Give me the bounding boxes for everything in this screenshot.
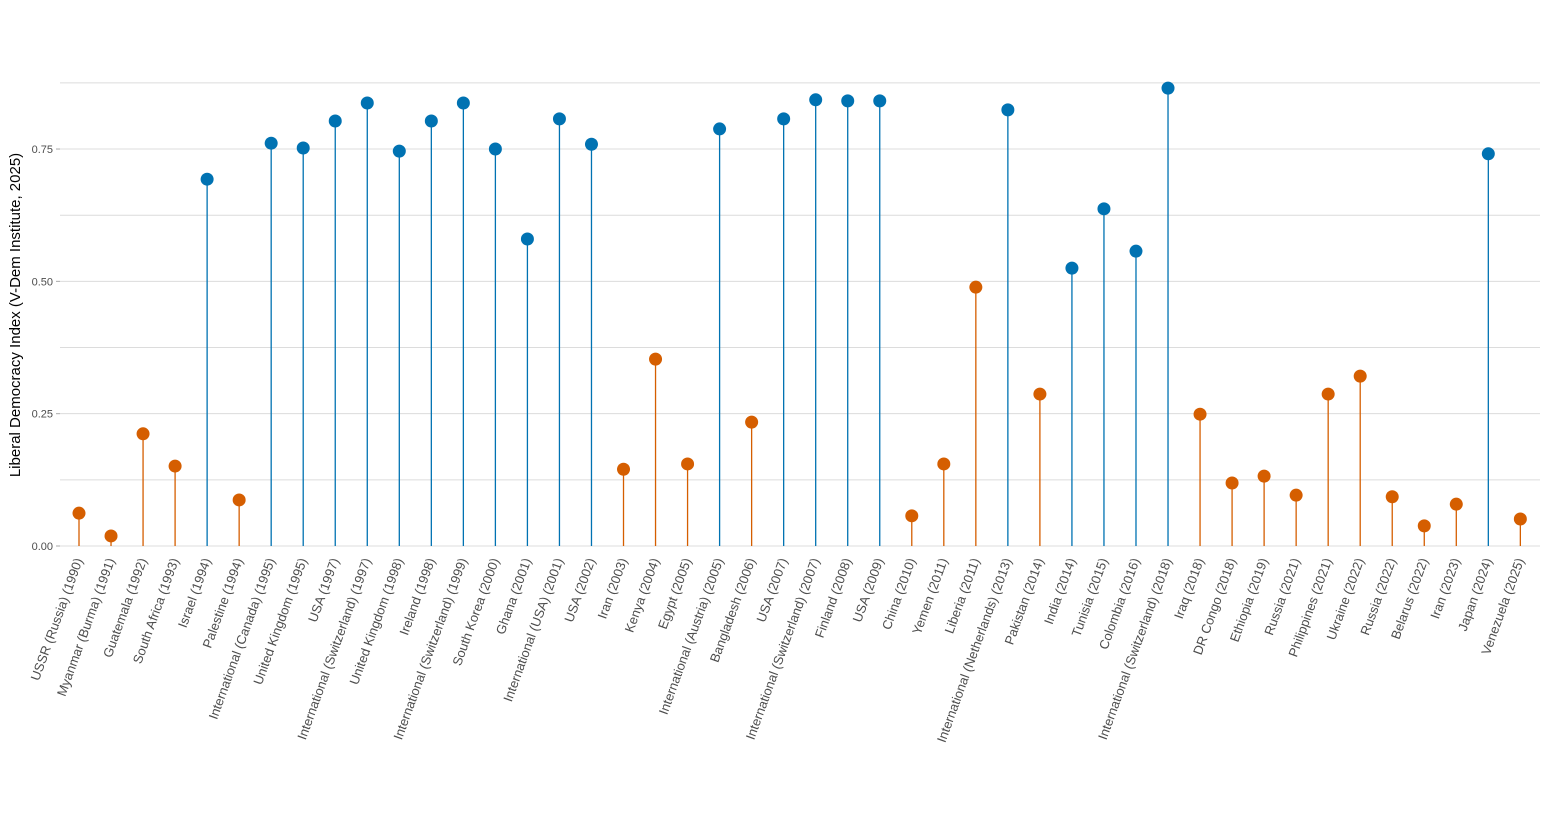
lollipop-point <box>873 94 887 108</box>
lollipop-point <box>1193 407 1207 421</box>
lollipop-point <box>1513 512 1527 526</box>
lollipop-point <box>584 137 598 151</box>
lollipop-point <box>1417 519 1431 533</box>
lollipop-point <box>969 280 983 294</box>
x-tick-label: Iraq (2018) <box>1171 556 1207 621</box>
lollipop-point <box>905 509 919 523</box>
lollipop-point <box>488 142 502 156</box>
lollipop-point <box>809 93 823 107</box>
lollipop-point <box>520 232 534 246</box>
lollipop-point <box>1321 387 1335 401</box>
y-axis: 0.00 0.25 0.50 0.75 <box>32 144 60 553</box>
lollipop-point <box>1385 490 1399 504</box>
x-tick-label: Iran (2003) <box>594 556 630 621</box>
x-tick-label: USA (1997) <box>305 556 342 624</box>
lollipop-point <box>1353 369 1367 383</box>
lollipop-point <box>745 415 759 429</box>
x-tick-label: International (Switzerland) (2007) <box>743 556 823 742</box>
x-tick-label: International (USA) (2001) <box>500 556 566 704</box>
y-tick-label: 0.25 <box>32 409 53 421</box>
y-axis-label: Liberal Democracy Index (V-Dem Institute… <box>7 153 24 477</box>
lollipop-point <box>1097 202 1111 216</box>
lollipop-point <box>552 112 566 126</box>
lollipop-point <box>649 352 663 366</box>
lollipop-point <box>1225 476 1239 490</box>
lollipop-point <box>1001 103 1015 117</box>
lollipop-point <box>296 141 310 155</box>
lollipop-point <box>937 457 951 471</box>
lollipop-point <box>1065 261 1079 275</box>
lollipop-point <box>200 172 214 186</box>
lollipop-point <box>713 122 727 136</box>
x-axis: USSR (Russia) (1990)Myanmar (Burma) (199… <box>27 556 1527 744</box>
lollipop-point <box>104 529 118 543</box>
gridlines <box>60 82 1540 547</box>
lollipop-point <box>392 144 406 158</box>
x-tick-label: USA (2007) <box>753 556 790 624</box>
lollipop-point <box>72 506 86 520</box>
lollipop-point <box>360 96 374 110</box>
lollipop-point <box>456 96 470 110</box>
y-tick-label: 0.75 <box>32 144 53 156</box>
lollipop-point <box>1161 81 1175 95</box>
x-tick-label: Iran (2023) <box>1427 556 1463 621</box>
y-tick-label: 0.50 <box>32 276 53 288</box>
x-tick-label: USA (2002) <box>561 556 598 624</box>
lollipop-point <box>264 136 278 150</box>
lollipop-point <box>1129 244 1143 258</box>
lollipop-point <box>1481 147 1495 161</box>
lollipop-marks <box>72 81 1527 546</box>
lollipop-point <box>1257 469 1271 483</box>
lollipop-point <box>168 459 182 473</box>
x-tick-label: India (2014) <box>1041 556 1079 626</box>
lollipop-point <box>681 457 695 471</box>
lollipop-point <box>424 114 438 128</box>
lollipop-point <box>232 493 246 507</box>
x-tick-label: International (Netherlands) (2013) <box>934 556 1015 744</box>
lollipop-point <box>136 427 150 441</box>
lollipop-point <box>328 114 342 128</box>
lollipop-point <box>617 462 631 476</box>
lollipop-point <box>841 94 855 108</box>
lollipop-point <box>1033 387 1047 401</box>
x-tick-label: USA (2009) <box>849 556 886 624</box>
lollipop-point <box>1449 497 1463 511</box>
lollipop-point <box>1289 488 1303 502</box>
y-tick-label: 0.00 <box>32 541 53 553</box>
lollipop-point <box>777 112 791 126</box>
